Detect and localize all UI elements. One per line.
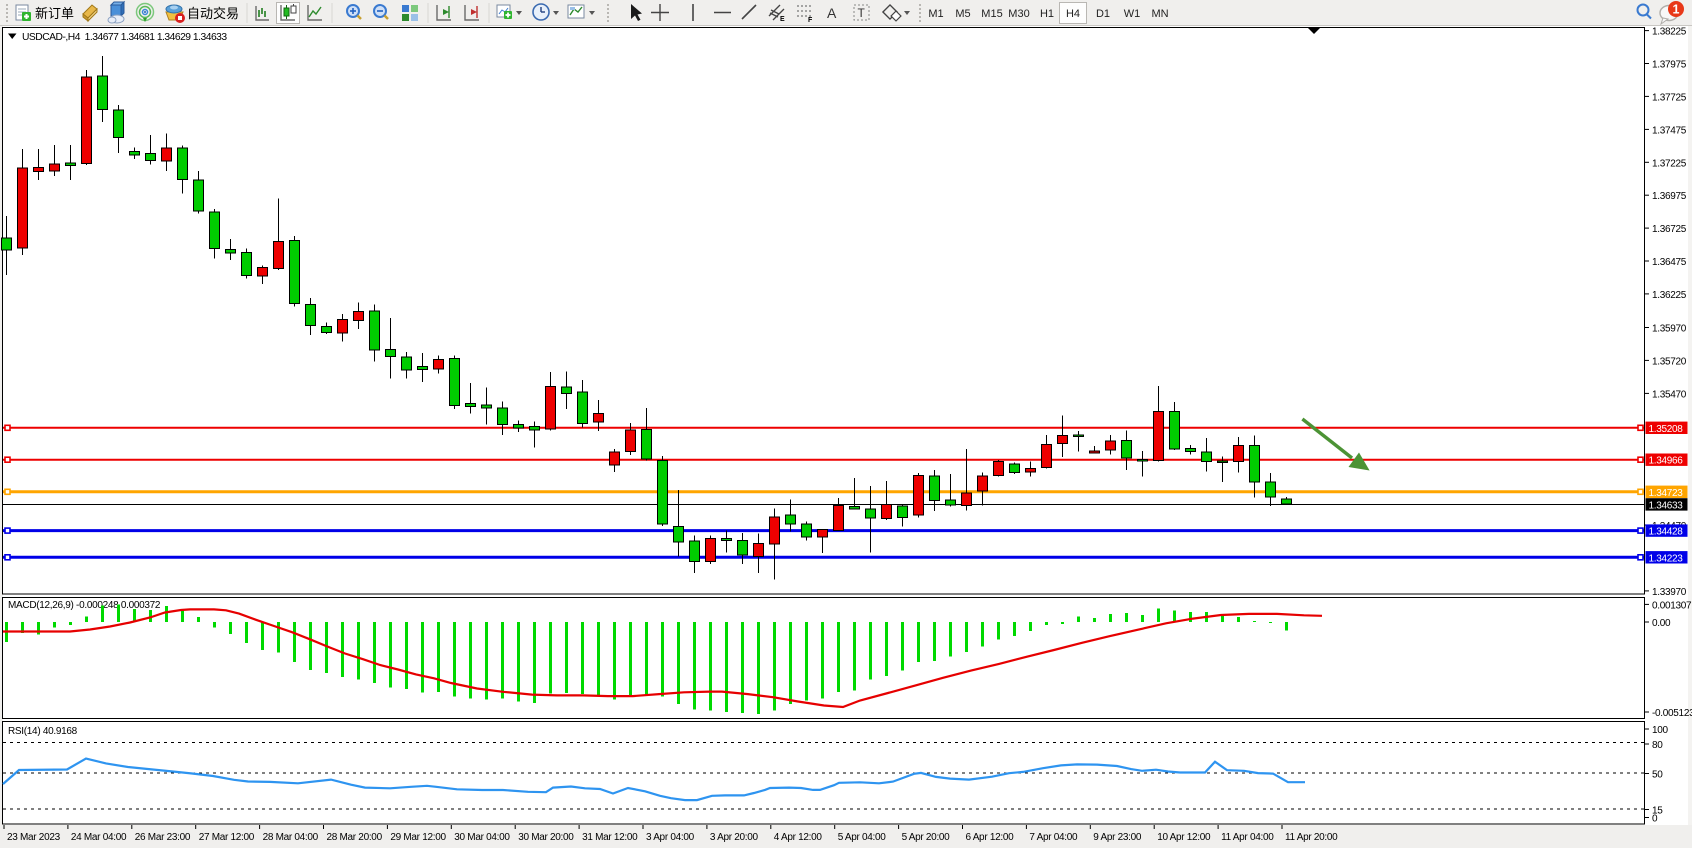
- svg-text:M5: M5: [955, 8, 970, 20]
- svg-text:28 Mar 04:00: 28 Mar 04:00: [263, 832, 319, 843]
- svg-text:5 Apr 04:00: 5 Apr 04:00: [838, 832, 887, 843]
- svg-text:D1: D1: [1096, 8, 1110, 20]
- svg-text:1: 1: [1673, 3, 1680, 17]
- svg-text:1.34633: 1.34633: [1649, 500, 1684, 511]
- svg-text:M1: M1: [928, 8, 943, 20]
- svg-text:6 Apr 12:00: 6 Apr 12:00: [966, 832, 1015, 843]
- svg-text:1.35970: 1.35970: [1652, 324, 1687, 335]
- svg-text:自动交易: 自动交易: [187, 6, 239, 21]
- svg-text:26 Mar 23:00: 26 Mar 23:00: [135, 832, 191, 843]
- svg-text:15: 15: [1652, 806, 1663, 817]
- svg-text:1.37475: 1.37475: [1652, 125, 1687, 136]
- svg-text:1.34966: 1.34966: [1649, 456, 1684, 467]
- svg-text:1.38225: 1.38225: [1652, 27, 1687, 38]
- svg-text:1.34723: 1.34723: [1649, 488, 1684, 499]
- svg-text:10 Apr 12:00: 10 Apr 12:00: [1157, 832, 1211, 843]
- svg-text:100: 100: [1652, 725, 1669, 736]
- svg-text:4 Apr 12:00: 4 Apr 12:00: [774, 832, 823, 843]
- svg-text:0.001307: 0.001307: [1652, 600, 1692, 611]
- svg-text:1.36975: 1.36975: [1652, 191, 1687, 202]
- svg-text:50: 50: [1652, 770, 1663, 781]
- svg-text:1.34428: 1.34428: [1649, 527, 1684, 538]
- svg-text:30 Mar 04:00: 30 Mar 04:00: [454, 832, 510, 843]
- svg-text:1.34223: 1.34223: [1649, 553, 1684, 564]
- svg-text:1.36475: 1.36475: [1652, 257, 1687, 268]
- svg-text:A: A: [827, 5, 837, 21]
- svg-text:29 Mar 12:00: 29 Mar 12:00: [390, 832, 446, 843]
- svg-text:80: 80: [1652, 740, 1663, 751]
- svg-text:1.35720: 1.35720: [1652, 356, 1687, 367]
- svg-text:27 Mar 12:00: 27 Mar 12:00: [199, 832, 255, 843]
- svg-text:H1: H1: [1040, 8, 1054, 20]
- svg-text:M30: M30: [1008, 8, 1029, 20]
- svg-text:24 Mar 04:00: 24 Mar 04:00: [71, 832, 127, 843]
- svg-text:RSI(14) 40.9168: RSI(14) 40.9168: [8, 726, 78, 737]
- svg-text:USDCAD-,H4 1.34677 1.34681 1.: USDCAD-,H4 1.34677 1.34681 1.34629 1.346…: [22, 32, 227, 43]
- svg-text:28 Mar 20:00: 28 Mar 20:00: [327, 832, 383, 843]
- svg-text:7 Apr 04:00: 7 Apr 04:00: [1029, 832, 1078, 843]
- svg-text:11 Apr 20:00: 11 Apr 20:00: [1285, 832, 1338, 843]
- svg-text:新订单: 新订单: [35, 6, 74, 21]
- svg-text:1.33970: 1.33970: [1652, 587, 1687, 598]
- svg-text:31 Mar 12:00: 31 Mar 12:00: [582, 832, 638, 843]
- svg-text:T: T: [858, 6, 866, 20]
- svg-text:1.35208: 1.35208: [1649, 424, 1684, 435]
- svg-text:11 Apr 04:00: 11 Apr 04:00: [1221, 832, 1274, 843]
- svg-text:-0.005123: -0.005123: [1652, 708, 1692, 719]
- svg-text:1.36225: 1.36225: [1652, 290, 1687, 301]
- svg-text:E: E: [780, 16, 785, 23]
- svg-text:3 Apr 04:00: 3 Apr 04:00: [646, 832, 695, 843]
- svg-text:23 Mar 2023: 23 Mar 2023: [7, 832, 61, 843]
- svg-text:1.37225: 1.37225: [1652, 158, 1687, 169]
- svg-text:1.35470: 1.35470: [1652, 389, 1687, 400]
- svg-text:30 Mar 20:00: 30 Mar 20:00: [518, 832, 574, 843]
- svg-text:W1: W1: [1124, 8, 1141, 20]
- svg-text:1.37725: 1.37725: [1652, 92, 1687, 103]
- svg-text:1.37975: 1.37975: [1652, 60, 1687, 71]
- svg-text:MACD(12,26,9) -0.000248 0.0003: MACD(12,26,9) -0.000248 0.000372: [8, 600, 161, 611]
- svg-text:0: 0: [1652, 814, 1658, 825]
- svg-text:1.36725: 1.36725: [1652, 224, 1687, 235]
- svg-text:H4: H4: [1066, 8, 1080, 20]
- svg-text:5 Apr 20:00: 5 Apr 20:00: [902, 832, 951, 843]
- svg-text:MN: MN: [1151, 8, 1168, 20]
- svg-text:9 Apr 23:00: 9 Apr 23:00: [1093, 832, 1142, 843]
- svg-text:F: F: [808, 17, 813, 24]
- svg-text:3 Apr 20:00: 3 Apr 20:00: [710, 832, 759, 843]
- svg-text:0.00: 0.00: [1652, 618, 1671, 629]
- svg-text:M15: M15: [981, 8, 1002, 20]
